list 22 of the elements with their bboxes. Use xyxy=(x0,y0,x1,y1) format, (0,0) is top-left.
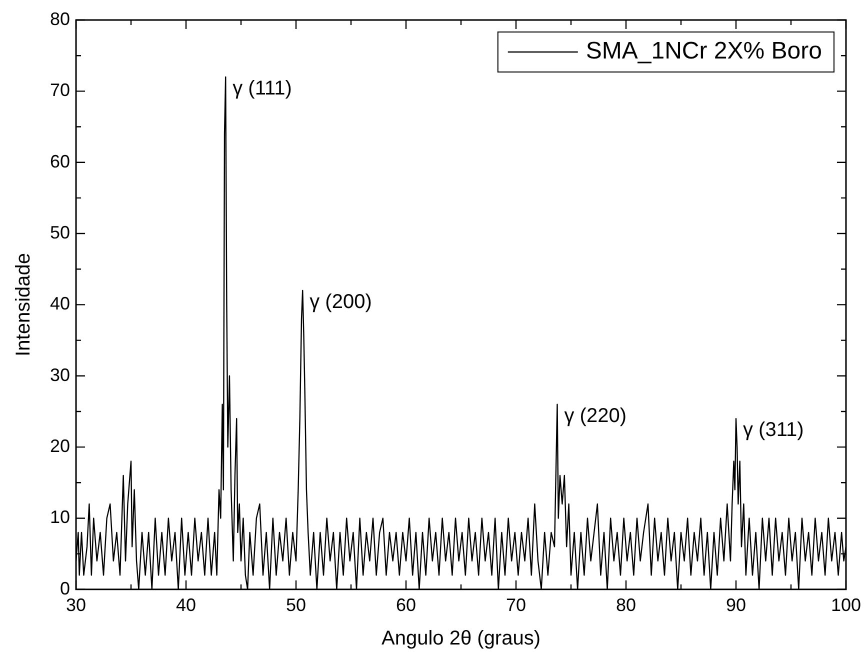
y-tick-label: 50 xyxy=(50,222,70,242)
annotation: γ (311) xyxy=(742,419,804,442)
annotation: γ (111) xyxy=(232,77,292,100)
legend-label: SMA_1NCr 2X% Boro xyxy=(586,38,822,65)
y-tick-label: 70 xyxy=(50,80,70,100)
y-tick-label: 80 xyxy=(50,8,70,29)
x-tick-label: 60 xyxy=(396,595,416,616)
x-tick-label: 90 xyxy=(726,595,746,616)
y-tick-label: 10 xyxy=(50,507,70,528)
x-tick-label: 70 xyxy=(506,595,526,616)
y-axis-title: Intensidade xyxy=(12,252,35,356)
y-tick-label: 40 xyxy=(50,294,70,314)
x-tick-label: 50 xyxy=(286,595,306,616)
y-tick-label: 20 xyxy=(50,436,70,456)
x-tick-label: 40 xyxy=(176,595,196,616)
x-tick-label: 100 xyxy=(830,595,862,616)
x-axis-title: Angulo 2θ (graus) xyxy=(382,628,540,650)
x-tick-label: 80 xyxy=(616,595,636,616)
y-tick-label: 30 xyxy=(50,364,70,385)
annotation: γ (200) xyxy=(310,290,372,313)
y-tick-label: 60 xyxy=(50,151,70,172)
annotation: γ (220) xyxy=(564,404,626,427)
